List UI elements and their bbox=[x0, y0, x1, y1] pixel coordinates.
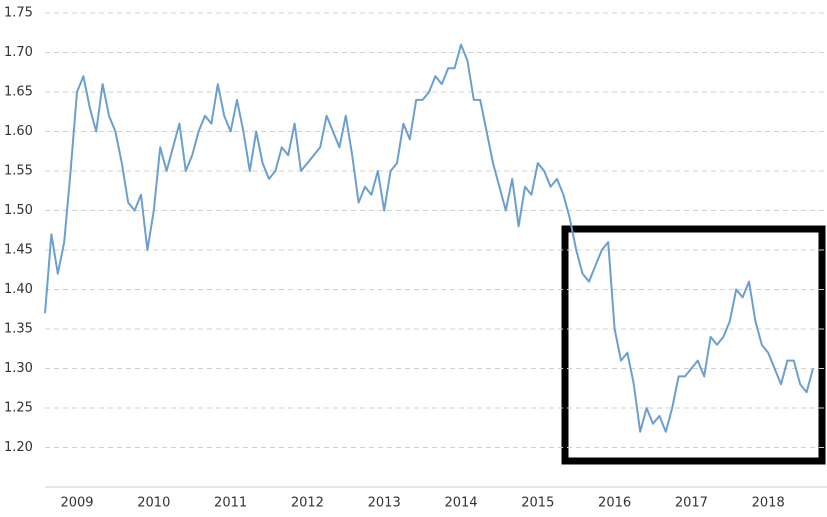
highlight-box bbox=[561, 225, 826, 465]
y-tick-label: 1.60 bbox=[4, 124, 33, 139]
y-tick-label: 1.20 bbox=[4, 440, 33, 455]
y-tick-label: 1.40 bbox=[4, 282, 33, 297]
x-tick-label: 2011 bbox=[214, 496, 247, 511]
x-tick-label: 2016 bbox=[598, 496, 631, 511]
y-tick-label: 1.75 bbox=[4, 6, 33, 21]
x-tick-label: 2015 bbox=[521, 496, 554, 511]
y-tick-label: 1.30 bbox=[4, 361, 33, 376]
y-tick-label: 1.35 bbox=[4, 322, 33, 337]
data-line bbox=[44, 43, 814, 433]
x-tick-label: 2012 bbox=[291, 496, 324, 511]
y-tick-label: 1.65 bbox=[4, 85, 33, 100]
y-tick-label: 1.25 bbox=[4, 401, 33, 416]
x-tick-label: 2018 bbox=[752, 496, 785, 511]
x-tick-label: 2017 bbox=[675, 496, 708, 511]
y-tick-label: 1.70 bbox=[4, 45, 33, 60]
y-tick-label: 1.45 bbox=[4, 243, 33, 258]
x-tick-label: 2013 bbox=[368, 496, 401, 511]
x-tick-label: 2009 bbox=[60, 496, 93, 511]
y-tick-label: 1.50 bbox=[4, 203, 33, 218]
y-tick-label: 1.55 bbox=[4, 164, 33, 179]
x-tick-label: 2010 bbox=[137, 496, 170, 511]
x-tick-label: 2014 bbox=[444, 496, 477, 511]
